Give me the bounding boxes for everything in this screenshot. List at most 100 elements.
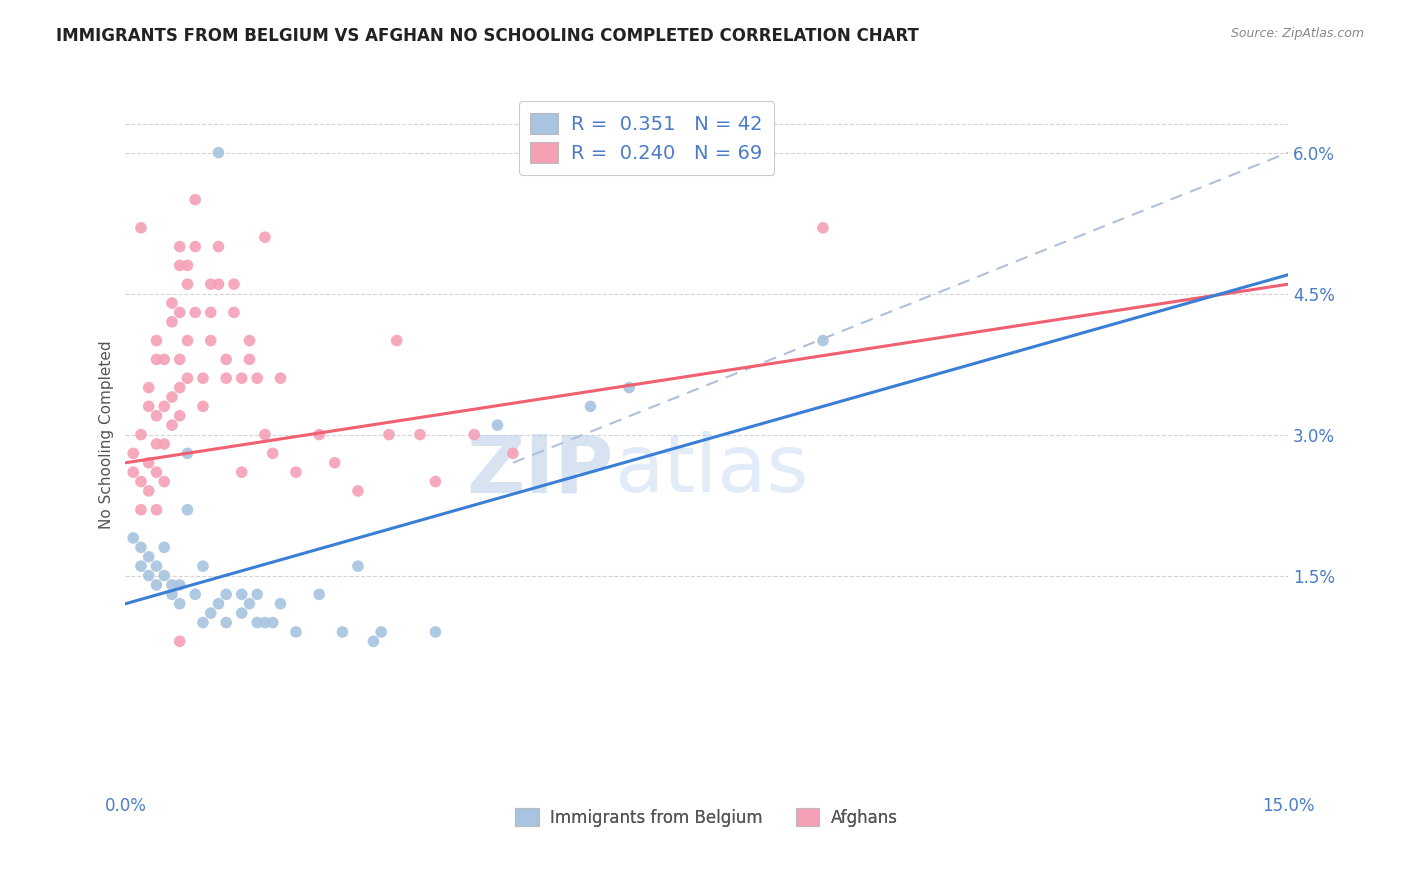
Point	[176, 502, 198, 516]
Point	[169, 409, 191, 423]
Point	[463, 427, 485, 442]
Point	[215, 587, 238, 601]
Point	[246, 615, 269, 630]
Point	[200, 277, 222, 292]
Point	[222, 305, 245, 319]
Point	[370, 624, 392, 639]
Point	[323, 456, 346, 470]
Point	[425, 475, 447, 489]
Legend: Immigrants from Belgium, Afghans: Immigrants from Belgium, Afghans	[509, 801, 905, 833]
Point	[160, 418, 183, 433]
Point	[184, 239, 207, 253]
Point	[269, 371, 291, 385]
Point	[502, 446, 524, 460]
Point	[579, 400, 602, 414]
Point	[347, 559, 370, 574]
Point	[425, 624, 447, 639]
Point	[160, 578, 183, 592]
Point	[145, 502, 167, 516]
Point	[145, 409, 167, 423]
Point	[238, 597, 260, 611]
Point	[200, 305, 222, 319]
Point	[231, 371, 253, 385]
Point	[169, 239, 191, 253]
Point	[129, 220, 152, 235]
Point	[231, 606, 253, 620]
Point	[385, 334, 408, 348]
Point	[138, 549, 160, 564]
Point	[169, 352, 191, 367]
Point	[176, 259, 198, 273]
Point	[238, 352, 260, 367]
Point	[215, 352, 238, 367]
Point	[486, 418, 509, 433]
Point	[184, 305, 207, 319]
Point	[284, 465, 307, 479]
Point	[207, 597, 229, 611]
Point	[169, 634, 191, 648]
Point	[129, 559, 152, 574]
Point	[811, 220, 834, 235]
Point	[308, 587, 330, 601]
Point	[169, 597, 191, 611]
Point	[153, 400, 176, 414]
Point	[191, 615, 214, 630]
Text: Source: ZipAtlas.com: Source: ZipAtlas.com	[1230, 27, 1364, 40]
Point	[129, 502, 152, 516]
Point	[145, 559, 167, 574]
Point	[122, 446, 145, 460]
Point	[253, 615, 276, 630]
Point	[145, 465, 167, 479]
Text: ZIP: ZIP	[467, 432, 613, 509]
Point	[207, 145, 229, 160]
Point	[200, 606, 222, 620]
Point	[153, 475, 176, 489]
Point	[222, 277, 245, 292]
Point	[191, 400, 214, 414]
Point	[284, 624, 307, 639]
Point	[238, 334, 260, 348]
Point	[160, 390, 183, 404]
Point	[308, 427, 330, 442]
Point	[207, 277, 229, 292]
Point	[138, 483, 160, 498]
Point	[122, 531, 145, 545]
Point	[145, 334, 167, 348]
Point	[122, 465, 145, 479]
Point	[129, 427, 152, 442]
Point	[129, 475, 152, 489]
Point	[207, 239, 229, 253]
Point	[253, 230, 276, 244]
Point	[138, 456, 160, 470]
Point	[246, 587, 269, 601]
Point	[184, 587, 207, 601]
Point	[191, 371, 214, 385]
Point	[160, 296, 183, 310]
Point	[153, 352, 176, 367]
Point	[269, 597, 291, 611]
Y-axis label: No Schooling Completed: No Schooling Completed	[100, 340, 114, 529]
Point	[169, 259, 191, 273]
Point	[145, 352, 167, 367]
Point	[262, 446, 284, 460]
Point	[184, 193, 207, 207]
Point	[200, 334, 222, 348]
Point	[246, 371, 269, 385]
Point	[169, 305, 191, 319]
Point	[160, 315, 183, 329]
Point	[153, 541, 176, 555]
Point	[176, 371, 198, 385]
Point	[176, 277, 198, 292]
Point	[191, 559, 214, 574]
Point	[231, 465, 253, 479]
Point	[129, 541, 152, 555]
Point	[811, 334, 834, 348]
Point	[169, 578, 191, 592]
Point	[138, 381, 160, 395]
Point	[169, 381, 191, 395]
Point	[138, 568, 160, 582]
Point	[153, 568, 176, 582]
Point	[160, 587, 183, 601]
Text: IMMIGRANTS FROM BELGIUM VS AFGHAN NO SCHOOLING COMPLETED CORRELATION CHART: IMMIGRANTS FROM BELGIUM VS AFGHAN NO SCH…	[56, 27, 920, 45]
Point	[153, 437, 176, 451]
